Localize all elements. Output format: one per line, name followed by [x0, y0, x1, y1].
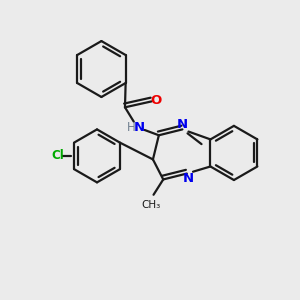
Text: N: N [177, 118, 188, 131]
Text: Cl: Cl [51, 149, 64, 162]
Text: CH₃: CH₃ [141, 200, 160, 210]
Text: O: O [150, 94, 161, 107]
Text: H: H [127, 122, 136, 134]
Text: N: N [134, 122, 145, 134]
Text: N: N [183, 172, 194, 185]
